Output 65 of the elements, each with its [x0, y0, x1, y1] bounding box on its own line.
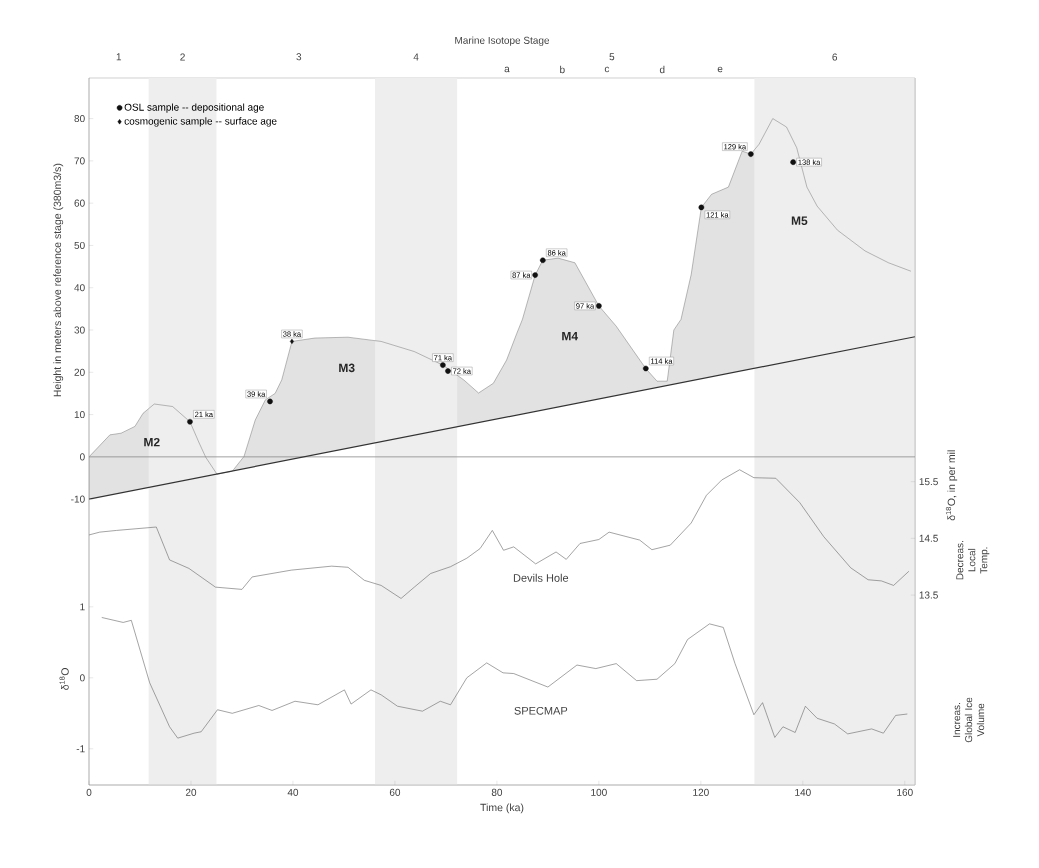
- annotation: M4: [562, 331, 578, 341]
- y-axis-title: Height in meters above reference stage (380m3/s): [53, 163, 64, 397]
- point: [532, 272, 538, 278]
- y-tick-label: 1: [80, 603, 85, 611]
- y-axis-title: δ$^{18}$O: [59, 668, 69, 690]
- y-tick-label: 70: [74, 157, 85, 165]
- text: Decreas. Local Temp.: [956, 541, 990, 580]
- y-tick-label: 40: [74, 284, 85, 292]
- x-tick-label: 120: [693, 788, 709, 796]
- y-tick-label: 20: [74, 368, 85, 376]
- y2-axis-title: δ$^{18}$O, in per mil: [945, 450, 958, 521]
- text: e: [717, 66, 723, 73]
- text: a: [504, 66, 510, 73]
- band-label: 4: [413, 53, 419, 61]
- point: [790, 159, 796, 165]
- x-axis-title: Time (ka): [480, 803, 524, 814]
- y-tick-label: 30: [74, 326, 85, 334]
- y2-tick-label: 15.5: [919, 478, 938, 486]
- x-tick-label: 0: [86, 788, 92, 796]
- y2-tick-label: 13.5: [919, 591, 938, 599]
- point: [748, 151, 754, 157]
- x-tick-label: 160: [897, 788, 913, 796]
- text: Marine Isotope Stage: [455, 36, 550, 46]
- text: SPECMAP: [514, 706, 568, 715]
- y-tick-label: 60: [74, 199, 85, 207]
- annotation: M3: [339, 363, 355, 373]
- y-tick-label: 10: [74, 411, 85, 419]
- point: [267, 398, 273, 405]
- point: [187, 418, 193, 425]
- x-tick-label: 140: [795, 788, 811, 796]
- point: [440, 362, 446, 368]
- text: 1: [116, 53, 122, 61]
- text: d: [659, 65, 665, 74]
- series-label: Devils Hole: [513, 573, 569, 582]
- legend-label: cosmogenic sample -- surface age: [124, 117, 277, 127]
- y-tick-label: 0: [79, 674, 85, 682]
- text: c: [604, 66, 610, 73]
- y-tick-label: 50: [74, 241, 85, 249]
- y2-tick-label: 14.5: [919, 534, 938, 542]
- band-label: 6: [832, 53, 838, 61]
- point: [540, 257, 546, 264]
- legend-label: OSL sample -- depositional age: [124, 103, 264, 113]
- point: [596, 303, 602, 309]
- annotation: M5: [791, 216, 808, 225]
- band-label: 2: [180, 53, 185, 61]
- annotation: M2: [144, 437, 160, 447]
- point: [698, 204, 705, 211]
- line-series: [101, 617, 908, 739]
- y-tick-label: -1: [76, 745, 85, 753]
- y-tick-label: 80: [74, 115, 85, 123]
- text: 5: [609, 53, 615, 61]
- line-series: [89, 469, 910, 599]
- x-tick-label: 40: [287, 788, 299, 796]
- x-tick-label: 80: [491, 788, 503, 796]
- y-tick-label: -10: [71, 495, 85, 503]
- y-tick-label: 0: [79, 453, 85, 461]
- x-tick-label: 20: [185, 788, 197, 796]
- point: [289, 338, 294, 345]
- x-tick-label: 60: [389, 788, 401, 796]
- x-tick-label: 100: [591, 788, 607, 796]
- point: [642, 365, 649, 372]
- text: Increas. Global Ice Volume: [953, 697, 985, 743]
- text: b: [560, 65, 565, 74]
- point: [445, 368, 451, 374]
- text: 3: [296, 53, 302, 61]
